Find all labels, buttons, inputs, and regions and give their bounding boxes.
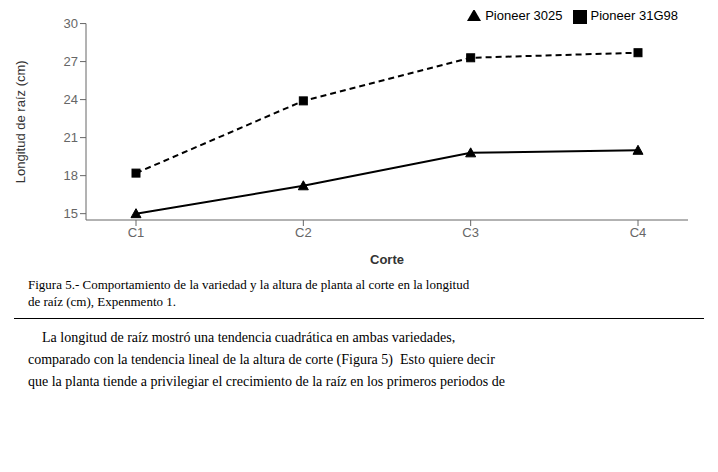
svg-text:Corte: Corte — [370, 252, 404, 267]
svg-text:27: 27 — [64, 54, 78, 69]
html-text:La longitud de raíz mostró una: La longitud de raíz mostró una tendencia… — [28, 330, 456, 345]
svg-text:C1: C1 — [128, 225, 145, 240]
svg-text:21: 21 — [64, 130, 78, 145]
svg-text:C2: C2 — [295, 225, 312, 240]
svg-text:30: 30 — [64, 16, 78, 31]
html-text:Pioneer 31G98: Pioneer 31G98 — [590, 8, 678, 23]
svg-text:C4: C4 — [630, 225, 647, 240]
svg-text:18: 18 — [64, 168, 78, 183]
html-text:Figura 5.- Comportamiento de l: Figura 5.- Comportamiento de la variedad… — [28, 277, 470, 292]
html-text:comparado con la tendencia lin: comparado con la tendencia lineal de la … — [28, 352, 495, 367]
html-text:de raíz (cm), Expenmento 1.: de raíz (cm), Expenmento 1. — [28, 294, 176, 309]
svg-text:C3: C3 — [462, 225, 479, 240]
svg-text:24: 24 — [64, 92, 78, 107]
svg-text:Longitud de raíz (cm): Longitud de raíz (cm) — [13, 60, 28, 183]
html-text:que la planta tiende a privile: que la planta tiende a privilegiar el cr… — [28, 374, 505, 389]
svg-text:15: 15 — [64, 206, 78, 221]
html-text:Pioneer 3025: Pioneer 3025 — [485, 8, 563, 23]
